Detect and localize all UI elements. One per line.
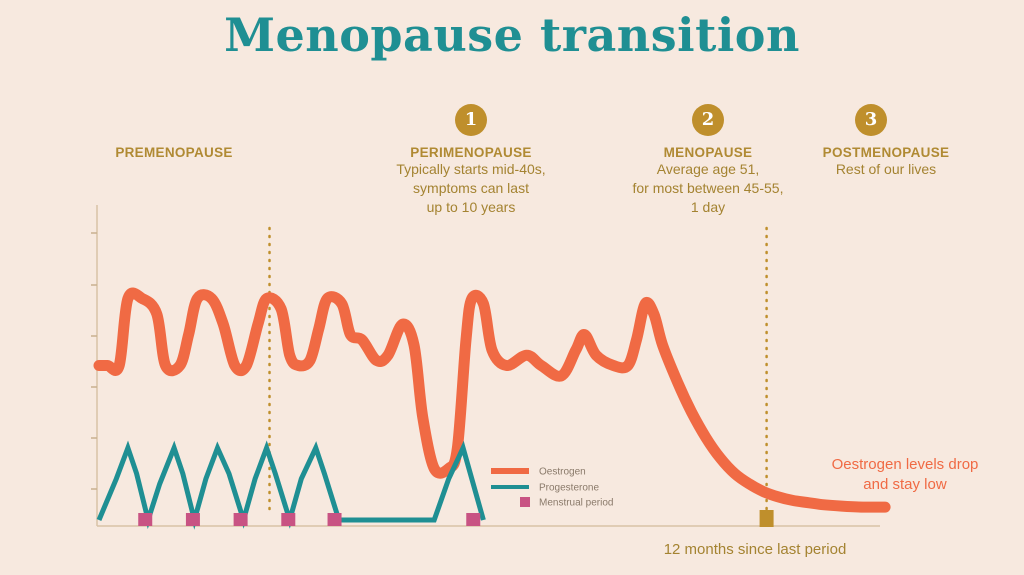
stage-name: MENOPAUSE	[663, 145, 753, 160]
menstrual-period-marker	[327, 513, 342, 526]
stage-desc-line: Average age 51,	[656, 161, 760, 177]
chart-legend: Oestrogen Progesterone Menstrual period	[491, 467, 613, 509]
y-axis	[91, 205, 880, 527]
stage-name: PERIMENOPAUSE	[410, 145, 532, 160]
period-markers	[138, 510, 774, 527]
menstrual-period-marker	[185, 513, 200, 526]
menstrual-period-marker	[466, 513, 481, 526]
legend-label: Menstrual period	[539, 498, 613, 509]
stage-desc-line: 1 day	[690, 199, 726, 215]
stage-premenopause: PREMENOPAUSE	[94, 145, 254, 160]
stage-desc-line: for most between 45-55,	[632, 180, 784, 196]
menstrual-period-marker	[281, 513, 296, 526]
legend-label: Oestrogen	[539, 467, 586, 478]
page-title: Menopause transition	[224, 8, 800, 62]
last-period-marker	[759, 510, 774, 527]
menstrual-period-marker	[233, 513, 248, 526]
menstrual-period-marker	[138, 513, 153, 526]
stage-3-badge: 3	[855, 104, 887, 136]
stage-1-badge: 1	[455, 104, 487, 136]
stage-name: PREMENOPAUSE	[115, 145, 233, 160]
stage-desc-line: up to 10 years	[426, 199, 516, 215]
legend-swatch-menstrual	[520, 497, 530, 507]
oestrogen-end-annotation: Oestrogen levels drop and stay low	[831, 456, 979, 493]
stage-desc-line: symptoms can last	[413, 180, 529, 196]
stage-2-badge: 2	[692, 104, 724, 136]
legend-label: Progesterone	[539, 483, 599, 494]
stage-dividers	[268, 226, 768, 514]
last-period-annotation: 12 months since last period	[663, 541, 847, 558]
stage-desc-line: Typically starts mid-40s,	[396, 161, 546, 177]
stage-menopause: MENOPAUSE Average age 51, for most betwe…	[596, 145, 820, 217]
stage-postmenopause: POSTMENOPAUSE Rest of our lives	[796, 145, 976, 179]
stage-name: POSTMENOPAUSE	[822, 145, 950, 160]
stage-desc-line: Rest of our lives	[835, 161, 937, 177]
stage-perimenopause: PERIMENOPAUSE Typically starts mid-40s, …	[371, 145, 571, 217]
